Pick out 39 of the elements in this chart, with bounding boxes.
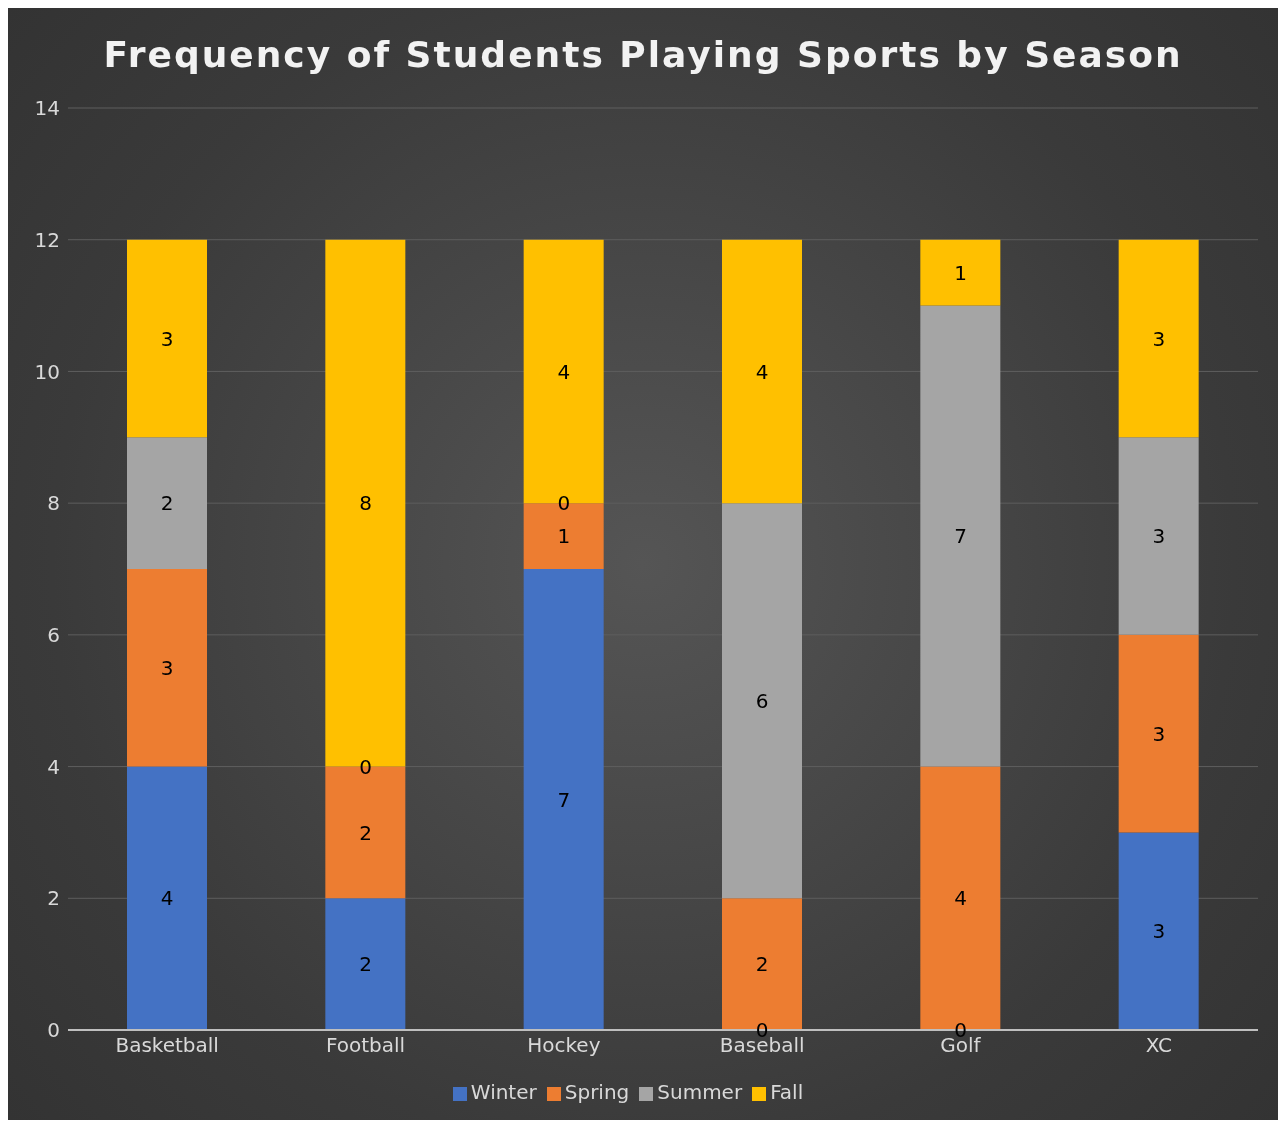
- data-label: 8: [359, 491, 372, 516]
- data-label: 3: [160, 655, 174, 680]
- data-label: 2: [359, 952, 372, 977]
- x-tick-label: Hockey: [527, 1033, 601, 1058]
- data-label: 3: [1152, 524, 1166, 549]
- data-label: 3: [1152, 326, 1166, 351]
- data-label: 2: [755, 952, 769, 977]
- y-tick-label: 12: [34, 227, 60, 252]
- data-label: 4: [160, 886, 174, 911]
- y-tick-label: 8: [47, 491, 60, 516]
- data-label: 7: [954, 524, 967, 549]
- x-tick-label: Football: [325, 1033, 406, 1058]
- data-label: 3: [160, 326, 174, 351]
- data-label: 2: [359, 820, 372, 845]
- data-label: 4: [755, 359, 769, 384]
- data-label: 6: [755, 688, 769, 713]
- data-label: 4: [557, 359, 571, 384]
- y-tick-label: 10: [34, 359, 60, 384]
- x-tick-label: XC: [1145, 1033, 1172, 1058]
- y-tick-label: 6: [47, 622, 60, 647]
- annotation: 0: [557, 491, 571, 516]
- data-label: 4: [954, 886, 967, 911]
- legend-label: Spring: [564, 1080, 630, 1104]
- data-label: 1: [557, 524, 571, 549]
- x-tick-label: Basketball: [115, 1033, 219, 1058]
- y-tick-label: 4: [47, 754, 60, 779]
- legend-label: Fall: [770, 1080, 804, 1104]
- y-tick-label: 2: [47, 886, 60, 911]
- y-tick-label: 0: [47, 1018, 60, 1043]
- data-label: 2: [160, 491, 174, 516]
- legend-label: Winter: [470, 1080, 537, 1104]
- data-label: 1: [954, 260, 967, 285]
- legend-label: Summer: [657, 1080, 743, 1104]
- chart-title: Frequency of Students Playing Sports by Season: [102, 33, 1184, 77]
- data-label: 7: [557, 787, 571, 812]
- y-tick-label: 14: [34, 96, 60, 121]
- annotation: 0: [359, 754, 372, 779]
- data-label: 3: [1152, 919, 1166, 944]
- data-label: 3: [1152, 721, 1166, 746]
